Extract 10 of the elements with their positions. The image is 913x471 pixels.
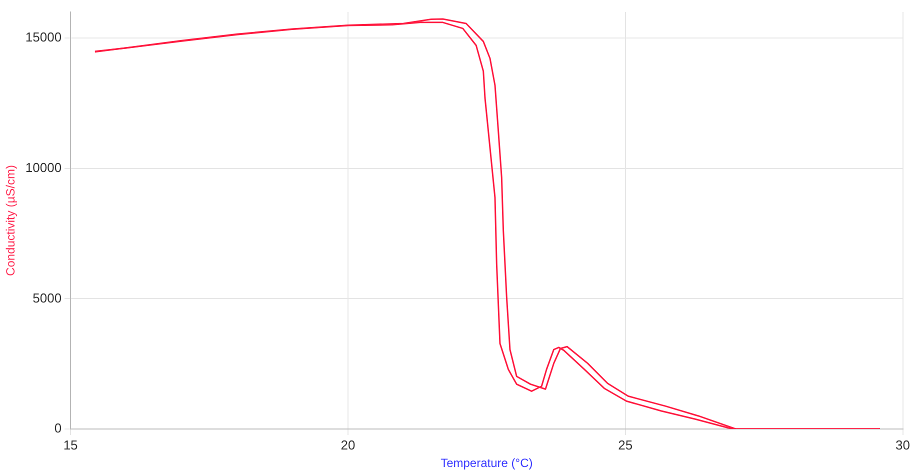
x-tick-label: 20 — [340, 437, 356, 452]
x-tick-label: 25 — [618, 437, 633, 452]
y-axis-title: Conductivity (µS/cm) — [4, 165, 18, 276]
y-tick-label: 5000 — [32, 290, 62, 306]
y-tick-label: 0 — [54, 420, 62, 436]
x-axis-title: Temperature (°C) — [440, 456, 533, 470]
y-tick-label: 10000 — [25, 160, 62, 175]
y-tick-label: 15000 — [25, 30, 62, 45]
x-tick-label: 15 — [63, 437, 78, 452]
x-tick-label: 30 — [896, 437, 910, 452]
